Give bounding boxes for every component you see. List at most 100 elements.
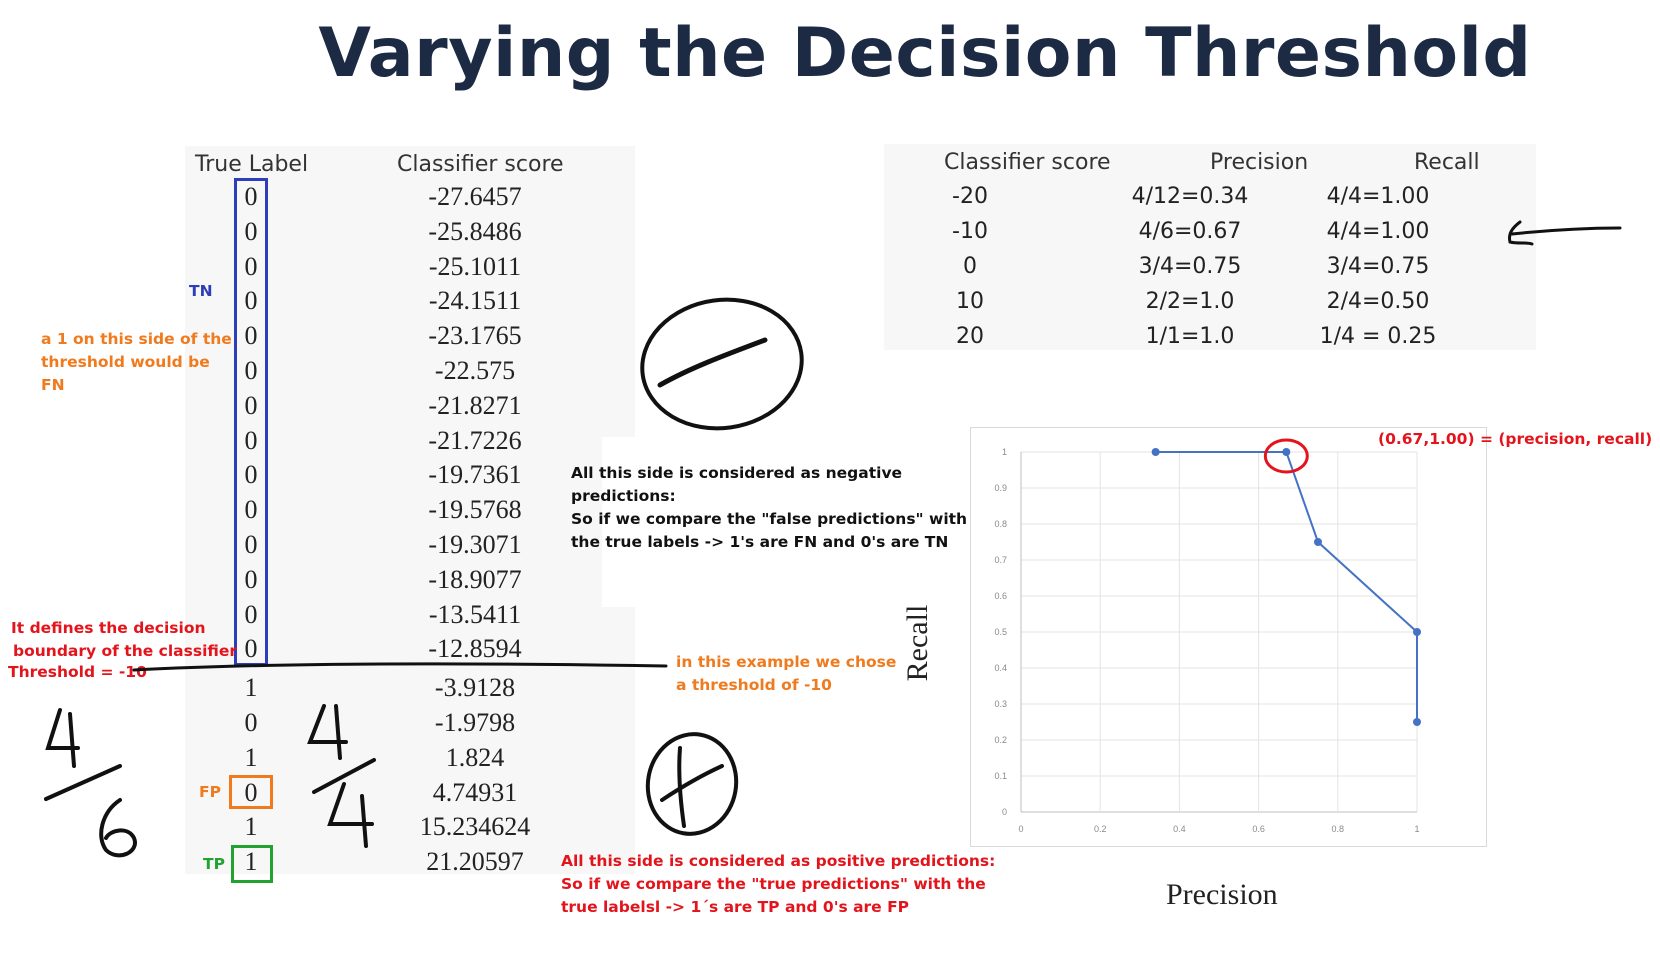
x-tick-label: 0.6 [1252, 824, 1265, 834]
threshold-line [132, 662, 668, 672]
pr-header-score: Classifier score [944, 150, 1111, 175]
true-label-cell: 0 [244, 708, 258, 737]
fp-label: FP [199, 783, 221, 801]
negative-note: All this side is considered as negative … [571, 464, 968, 551]
pr-score-cell: -10 [952, 219, 988, 244]
x-tick-label: 0.8 [1332, 824, 1345, 834]
true-label-cell: 0 [244, 356, 258, 385]
page-title: Varying the Decision Threshold [318, 14, 1532, 93]
y-tick-label: 0.4 [994, 663, 1007, 673]
y-tick-label: 0.6 [994, 591, 1007, 601]
positive-note: All this side is considered as positive … [561, 852, 996, 916]
true-label-cell: 1 [244, 742, 258, 772]
series-line [1155, 451, 1418, 722]
true-label-cell: 0 [244, 460, 258, 490]
pr-score-cell: -20 [952, 184, 988, 209]
pr-header-recall: Recall [1414, 150, 1480, 175]
y-tick-label: 0.2 [994, 735, 1007, 745]
x-tick-label: 0.4 [1173, 824, 1186, 834]
classifier-score-header: Classifier score [397, 152, 564, 177]
true-label-cell: 0 [244, 777, 258, 807]
true-label-cell: 0 [244, 564, 258, 594]
true-label-cell: 1 [244, 812, 258, 842]
negative-note-panel [602, 437, 992, 607]
tp-label: TP [203, 855, 225, 873]
left-table-panel [185, 146, 635, 874]
example-note: in this example we chose a threshold of … [676, 653, 897, 694]
pr-score-cell: 20 [956, 324, 984, 349]
chart-panel [970, 427, 1487, 847]
negative-sign-icon [640, 297, 804, 431]
pr-recall-cell: 1/4 = 0.25 [1319, 324, 1437, 349]
pr-precision-cell: 4/12=0.34 [1131, 184, 1249, 209]
y-tick-label: 0.5 [994, 627, 1007, 637]
fraction-4-6-icon [44, 708, 137, 858]
tp-box [231, 845, 273, 883]
classifier-score-cell: -18.9077 [428, 564, 522, 594]
classifier-score-cell: -25.8486 [428, 216, 522, 246]
classifier-score-cell: -3.9128 [434, 673, 516, 703]
y-tick-label: 0.1 [994, 771, 1007, 781]
classifier-score-cell: 21.20597 [426, 847, 524, 877]
tn-label: TN [189, 282, 213, 300]
fraction-4-4-icon [307, 704, 376, 848]
data-point [1413, 628, 1421, 636]
true-label-cell: 0 [244, 495, 258, 525]
fn-note: a 1 on this side of the threshold would … [41, 330, 232, 394]
data-point [1314, 538, 1322, 546]
classifier-score-cell: -22.575 [434, 356, 516, 385]
pr-score-cell: 10 [956, 289, 984, 314]
classifier-score-cell: -21.7226 [428, 425, 522, 455]
classifier-score-cell: -25.1011 [428, 251, 522, 281]
true-label-cell: 1 [244, 847, 258, 877]
classifier-score-cell: 1.824 [445, 742, 505, 772]
x-tick-label: 0.2 [1094, 824, 1107, 834]
pr-recall-cell: 4/4=1.00 [1326, 184, 1430, 209]
tn-box [234, 178, 268, 666]
classifier-score-cell: 15.234624 [419, 812, 531, 842]
pr-header-precision: Precision [1210, 150, 1309, 175]
true-label-header: True Label [195, 152, 309, 177]
true-label-cell: 0 [244, 182, 258, 211]
y-tick-label: 0.3 [994, 699, 1007, 709]
pr-recall-cell: 4/4=1.00 [1326, 219, 1430, 244]
y-tick-label: 0.9 [994, 483, 1007, 493]
classifier-score-cell: -19.3071 [428, 530, 522, 559]
classifier-score-cell: -24.1511 [428, 286, 522, 316]
x-tick-label: 1 [1414, 824, 1419, 834]
x-tick-label: 0 [1018, 824, 1023, 834]
pr-precision-cell: 1/1=1.0 [1145, 324, 1235, 349]
y-tick-label: 1 [1002, 447, 1007, 457]
pr-chart: 0 0.1 0.2 0.3 0.4 0.5 0.6 0.7 0.8 0.9 1 0 0.2 0.4 0.6 0… [994, 438, 1421, 834]
y-tick-label: 0.8 [994, 519, 1007, 529]
classifier-score-cell: -21.8271 [428, 390, 522, 420]
true-label-cell: 0 [244, 251, 258, 281]
classifier-score-cell: -27.6457 [428, 182, 522, 211]
true-label-cell: 0 [244, 321, 258, 351]
point-note: (0.67,1.00) = (precision, recall) [1378, 430, 1653, 448]
true-label-cell: 0 [244, 530, 258, 559]
x-axis-label: Precision [1166, 878, 1278, 911]
pr-precision-cell: 2/2=1.0 [1145, 289, 1235, 314]
boundary-note: It defines the decision boundary of the … [11, 619, 238, 660]
pr-precision-cell: 4/6=0.67 [1138, 219, 1242, 244]
classifier-score-cell: -12.8594 [428, 634, 522, 664]
pr-recall-cell: 3/4=0.75 [1326, 254, 1430, 279]
threshold-label: Threshold = -10 [8, 663, 147, 681]
y-tick-label: 0.7 [994, 555, 1007, 565]
positive-sign-icon [645, 732, 739, 836]
true-label-cell: 0 [244, 599, 258, 629]
classifier-score-cell: -19.5768 [428, 495, 522, 525]
data-point [1282, 448, 1291, 456]
y-tick-label: 0 [1002, 807, 1007, 817]
classifier-score-cell: -23.1765 [428, 321, 522, 351]
true-label-cell: 0 [244, 286, 258, 316]
fp-box [229, 775, 273, 809]
true-label-cell: 0 [244, 425, 258, 455]
true-label-cell: 0 [244, 390, 258, 420]
pr-precision-cell: 3/4=0.75 [1138, 254, 1242, 279]
arrow-left-icon [1508, 220, 1622, 246]
true-label-cell: 0 [244, 634, 258, 664]
classifier-score-cell: 4.74931 [432, 777, 518, 807]
pr-recall-cell: 2/4=0.50 [1326, 289, 1430, 314]
